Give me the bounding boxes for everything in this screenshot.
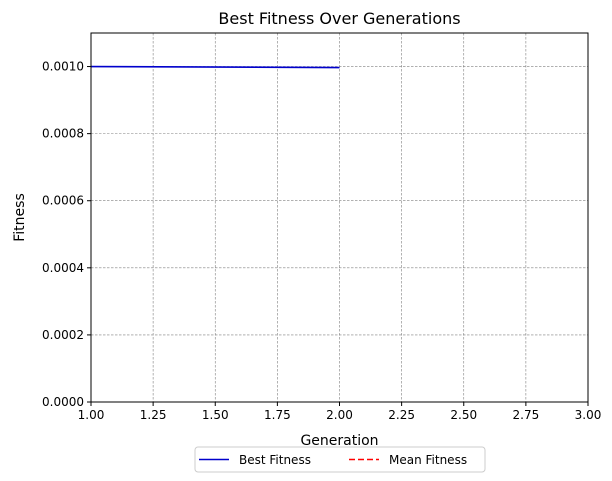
x-tick-label: 3.00 <box>575 408 602 422</box>
y-tick-label: 0.0008 <box>42 127 84 141</box>
x-axis: 1.00 1.25 1.50 1.75 2.00 2.25 2.50 2.75 3.00 <box>78 402 602 422</box>
x-tick-label: 1.00 <box>78 408 105 422</box>
legend-label-mean-fitness: Mean Fitness <box>389 453 467 467</box>
y-tick-label: 0.0010 <box>42 60 84 74</box>
y-tick-label: 0.0004 <box>42 261 84 275</box>
y-axis-label: Fitness <box>12 193 28 242</box>
x-tick-label: 2.00 <box>326 408 353 422</box>
legend-box <box>194 446 486 473</box>
series-layer <box>90 65 340 69</box>
x-tick-label: 2.75 <box>513 408 540 422</box>
legend-label-best-fitness: Best Fitness <box>239 453 311 467</box>
chart-title: Best Fitness Over Generations <box>218 9 460 28</box>
series-line-best-fitness <box>90 65 340 69</box>
x-tick-label: 1.50 <box>202 408 229 422</box>
x-tick-label: 1.75 <box>264 408 291 422</box>
legend: Best Fitness Mean Fitness <box>194 446 486 473</box>
x-tick-label: 2.50 <box>450 408 477 422</box>
y-tick-label: 0.0000 <box>42 395 84 409</box>
y-tick-label: 0.0002 <box>42 328 84 342</box>
y-axis: 0.0000 0.0002 0.0004 0.0006 0.0008 0.0010 <box>42 60 91 409</box>
x-tick-label: 1.25 <box>140 408 167 422</box>
x-axis-label: Generation <box>300 433 378 449</box>
y-tick-label: 0.0006 <box>42 194 84 208</box>
x-tick-label: 2.25 <box>388 408 415 422</box>
